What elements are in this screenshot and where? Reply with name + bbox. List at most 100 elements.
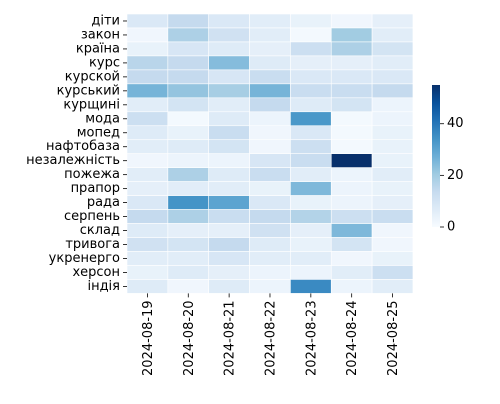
heatmap-cell-країна-2024-08-20 xyxy=(167,41,210,57)
heatmap-cell-нафтобаза-2024-08-19 xyxy=(126,139,169,154)
colorbar-gradient xyxy=(432,85,440,227)
heatmap-cell-рада-2024-08-20 xyxy=(167,195,210,210)
heatmap-cell-пожежа-2024-08-25 xyxy=(371,167,414,182)
heatmap-cell-діти-2024-08-21 xyxy=(208,13,250,29)
heatmap-cell-склад-2024-08-20 xyxy=(167,223,210,238)
heatmap-cell-курс-2024-08-21 xyxy=(208,55,250,71)
heatmap-cell-укренерго-2024-08-21 xyxy=(208,251,250,266)
heatmap-cell-індія-2024-08-24 xyxy=(330,279,373,294)
heatmap-cell-закон-2024-08-20 xyxy=(167,27,210,43)
heatmap-cell-мопед-2024-08-19 xyxy=(126,125,169,141)
heatmap-cell-пожежа-2024-08-22 xyxy=(249,167,291,182)
heatmap-cell-серпень-2024-08-19 xyxy=(126,209,169,224)
y-tick-label: мода xyxy=(85,111,120,126)
heatmap-cell-курський-2024-08-22 xyxy=(249,83,291,99)
heatmap-cell-херсон-2024-08-25 xyxy=(371,265,414,280)
heatmap-cell-курской-2024-08-21 xyxy=(208,69,250,85)
heatmap-cell-курщині-2024-08-22 xyxy=(249,97,291,113)
heatmap-cell-діти-2024-08-20 xyxy=(167,13,210,29)
heatmap-cell-закон-2024-08-25 xyxy=(371,27,414,43)
heatmap-cell-індія-2024-08-22 xyxy=(249,279,291,294)
heatmap-cell-мода-2024-08-22 xyxy=(249,111,291,127)
heatmap-cell-незалежність-2024-08-24 xyxy=(330,153,373,168)
heatmap-cell-тривога-2024-08-21 xyxy=(208,237,250,252)
y-tick-label: курской xyxy=(65,69,120,84)
heatmap-cell-мода-2024-08-25 xyxy=(371,111,414,127)
heatmap-cell-курщині-2024-08-20 xyxy=(167,97,210,113)
heatmap-cell-курс-2024-08-25 xyxy=(371,55,414,71)
heatmap-cell-серпень-2024-08-21 xyxy=(208,209,250,224)
heatmap-cell-нафтобаза-2024-08-24 xyxy=(330,139,373,154)
heatmap-cell-мода-2024-08-20 xyxy=(167,111,210,127)
heatmap-cell-серпень-2024-08-24 xyxy=(330,209,373,224)
heatmap-cell-укренерго-2024-08-25 xyxy=(371,251,414,266)
heatmap-cell-курской-2024-08-23 xyxy=(290,69,332,85)
x-tick-label: 2024-08-20 xyxy=(182,300,197,376)
heatmap-cell-склад-2024-08-24 xyxy=(330,223,373,238)
heatmap-cell-нафтобаза-2024-08-20 xyxy=(167,139,210,154)
heatmap-cell-країна-2024-08-19 xyxy=(126,41,169,57)
x-tick-label: 2024-08-25 xyxy=(386,300,401,376)
heatmap-cell-склад-2024-08-23 xyxy=(290,223,332,238)
heatmap-cell-мопед-2024-08-25 xyxy=(371,125,414,141)
heatmap-cell-серпень-2024-08-25 xyxy=(371,209,414,224)
heatmap-cell-курщині-2024-08-24 xyxy=(330,97,373,113)
heatmap-cell-нафтобаза-2024-08-25 xyxy=(371,139,414,154)
y-tick-label: курс xyxy=(89,55,120,70)
y-tick-label: незалежність xyxy=(26,153,120,168)
heatmap-cell-прапор-2024-08-23 xyxy=(290,181,332,196)
heatmap-cell-мопед-2024-08-22 xyxy=(249,125,291,141)
heatmap-cell-курщині-2024-08-19 xyxy=(126,97,169,113)
heatmap-cell-нафтобаза-2024-08-23 xyxy=(290,139,332,154)
heatmap-cell-курс-2024-08-22 xyxy=(249,55,291,71)
heatmap-cell-курской-2024-08-25 xyxy=(371,69,414,85)
heatmap-cell-мода-2024-08-24 xyxy=(330,111,373,127)
heatmap-cell-рада-2024-08-22 xyxy=(249,195,291,210)
y-tick-label: склад xyxy=(80,223,120,238)
heatmap-cell-рада-2024-08-23 xyxy=(290,195,332,210)
heatmap-cell-мопед-2024-08-24 xyxy=(330,125,373,141)
heatmap-cell-херсон-2024-08-24 xyxy=(330,265,373,280)
heatmap-cell-індія-2024-08-20 xyxy=(167,279,210,294)
heatmap-cell-мода-2024-08-21 xyxy=(208,111,250,127)
heatmap-cell-курской-2024-08-22 xyxy=(249,69,291,85)
heatmap-cell-країна-2024-08-24 xyxy=(330,41,373,57)
heatmap-cell-курський-2024-08-24 xyxy=(330,83,373,99)
heatmap-cell-прапор-2024-08-25 xyxy=(371,181,414,196)
heatmap-cell-рада-2024-08-25 xyxy=(371,195,414,210)
y-tick-label: прапор xyxy=(71,181,120,196)
heatmap-cell-прапор-2024-08-21 xyxy=(208,181,250,196)
heatmap-cell-курщині-2024-08-21 xyxy=(208,97,250,113)
heatmap-cell-закон-2024-08-23 xyxy=(290,27,332,43)
y-tick-label: діти xyxy=(91,13,120,28)
heatmap-cell-рада-2024-08-21 xyxy=(208,195,250,210)
heatmap-cell-індія-2024-08-19 xyxy=(126,279,169,294)
heatmap-cell-закон-2024-08-22 xyxy=(249,27,291,43)
heatmap-cell-країна-2024-08-22 xyxy=(249,41,291,57)
heatmap-cell-курський-2024-08-23 xyxy=(290,83,332,99)
heatmap-cell-мопед-2024-08-23 xyxy=(290,125,332,141)
x-tick-label: 2024-08-24 xyxy=(345,300,360,376)
heatmap-cell-пожежа-2024-08-20 xyxy=(167,167,210,182)
y-tick-label: курський xyxy=(57,83,120,98)
heatmap-cell-склад-2024-08-25 xyxy=(371,223,414,238)
y-tick-label: закон xyxy=(81,27,120,42)
y-tick-label: укренерго xyxy=(49,251,120,266)
heatmap-cell-індія-2024-08-23 xyxy=(290,279,332,294)
heatmap-cell-закон-2024-08-19 xyxy=(126,27,169,43)
heatmap-cell-херсон-2024-08-21 xyxy=(208,265,250,280)
heatmap-cell-курс-2024-08-20 xyxy=(167,55,210,71)
y-tick-label: серпень xyxy=(64,209,120,224)
heatmap-cell-курской-2024-08-24 xyxy=(330,69,373,85)
heatmap-cell-тривога-2024-08-25 xyxy=(371,237,414,252)
heatmap-cell-діти-2024-08-25 xyxy=(371,13,414,29)
heatmap-cell-рада-2024-08-24 xyxy=(330,195,373,210)
heatmap-cell-херсон-2024-08-20 xyxy=(167,265,210,280)
y-tick-label: мопед xyxy=(77,125,120,140)
heatmap-cell-серпень-2024-08-20 xyxy=(167,209,210,224)
heatmap-cell-херсон-2024-08-19 xyxy=(126,265,169,280)
heatmap-cell-прапор-2024-08-20 xyxy=(167,181,210,196)
heatmap-cell-херсон-2024-08-22 xyxy=(249,265,291,280)
heatmap-cell-серпень-2024-08-22 xyxy=(249,209,291,224)
